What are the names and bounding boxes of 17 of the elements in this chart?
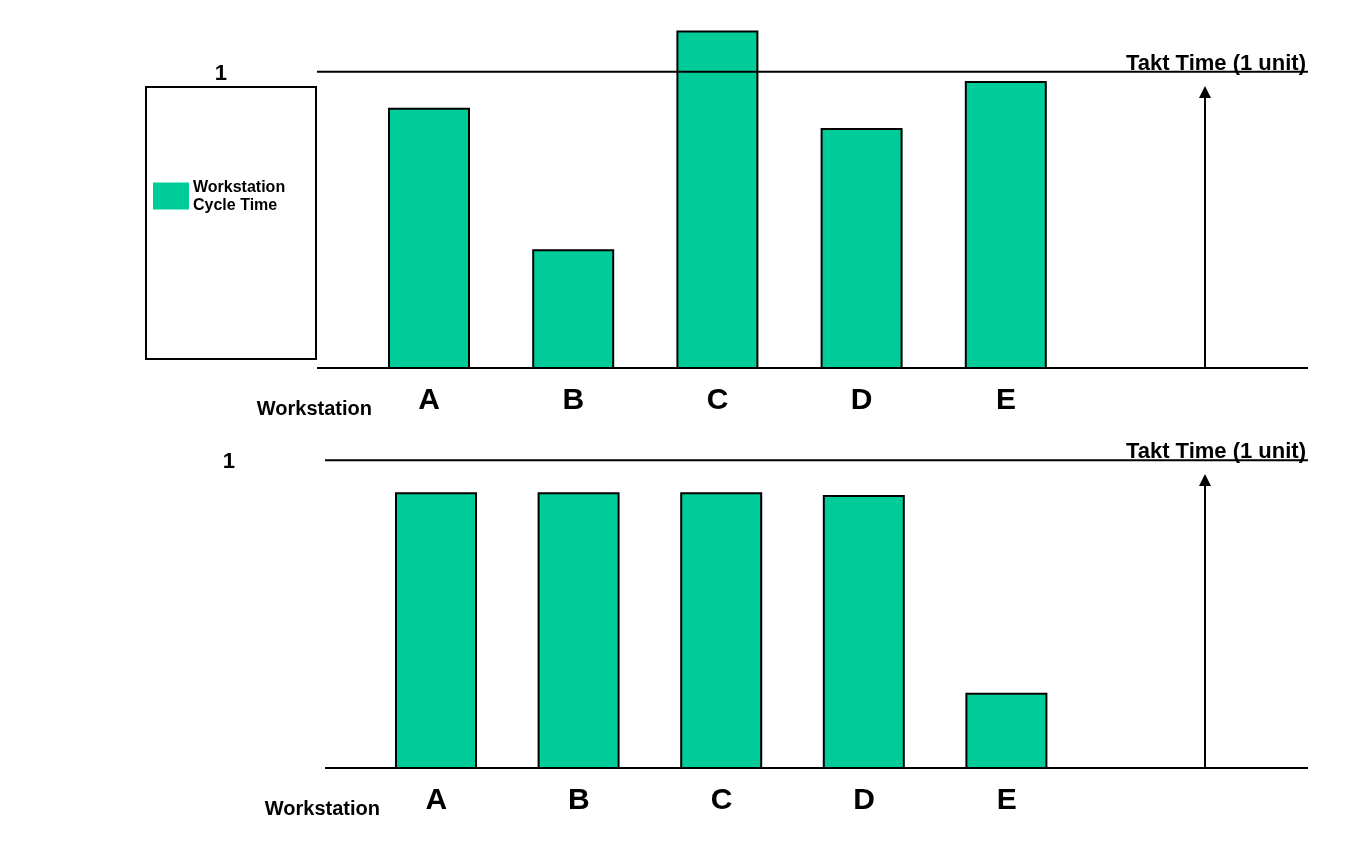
- text: 1: [214, 59, 227, 85]
- ref-line-label: Takt Time (1 unit): [1125, 438, 1306, 464]
- ref-line-label: Takt Time (1 unit): [1125, 49, 1306, 75]
- x-tick-label: A: [425, 782, 448, 816]
- x-tick-label: B: [568, 782, 590, 816]
- x-tick-label: C: [710, 782, 733, 816]
- x-tick-label: D: [853, 782, 875, 816]
- x-axis-title: Workstation: [256, 397, 372, 420]
- x-tick-label: D: [850, 382, 873, 416]
- legend-label: Workstation Cycle Time: [193, 178, 287, 214]
- x-tick-label: E: [996, 782, 1017, 816]
- x-tick-label: C: [706, 382, 729, 416]
- x-tick-label: A: [418, 382, 440, 416]
- text: 1: [222, 448, 235, 474]
- x-tick-label: B: [562, 382, 585, 416]
- x-axis-title: Workstation: [264, 797, 380, 820]
- x-tick-label: E: [995, 382, 1016, 416]
